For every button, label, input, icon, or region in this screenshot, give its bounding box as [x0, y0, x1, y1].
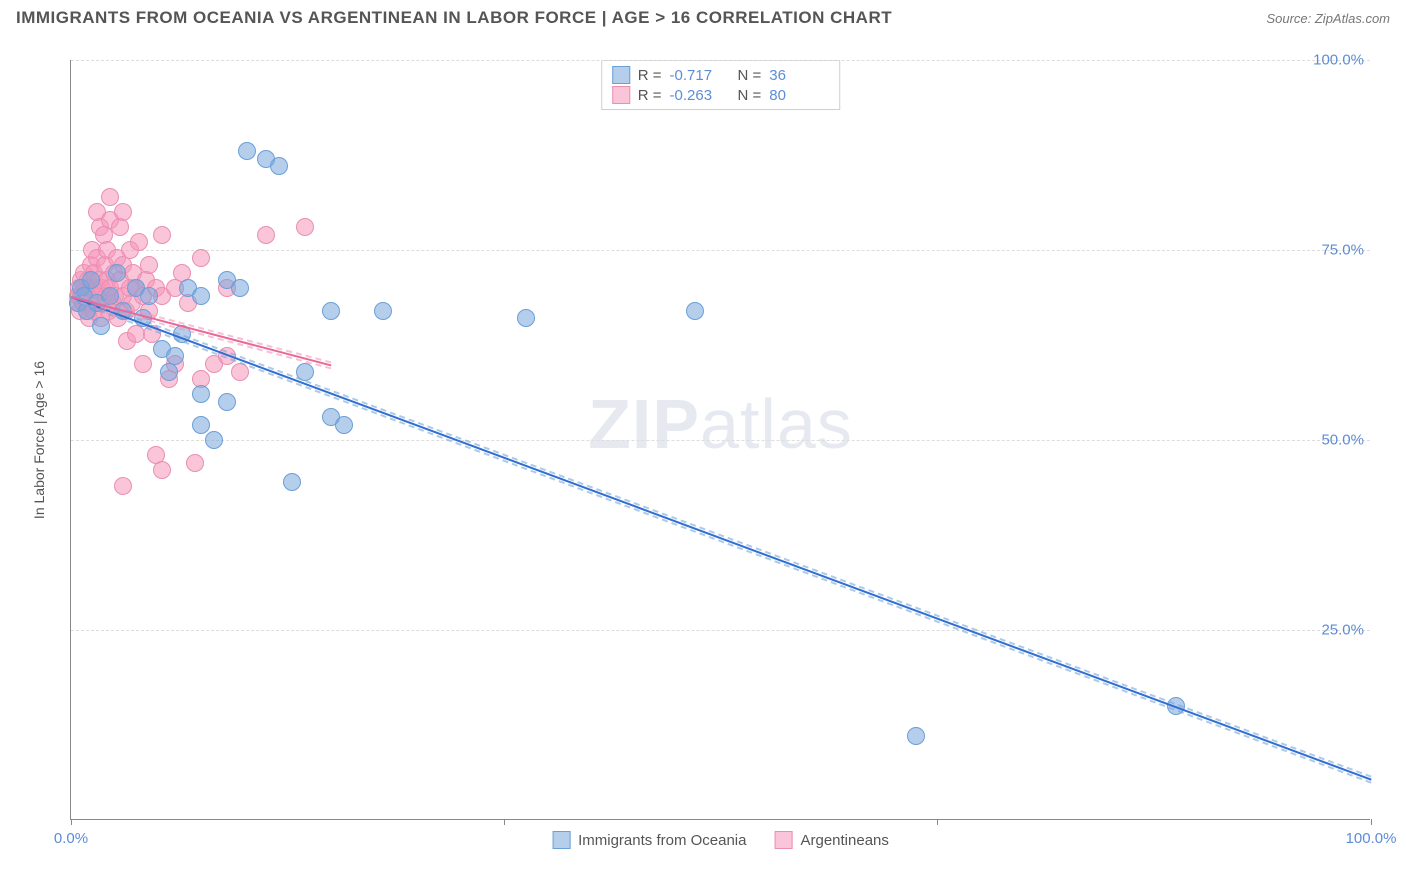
y-tick-label: 75.0% [1321, 242, 1364, 259]
x-tick-mark [71, 819, 72, 825]
legend-item-1: Argentineans [774, 831, 888, 849]
data-point [192, 416, 210, 434]
data-point [111, 218, 129, 236]
gridline [71, 250, 1370, 251]
data-point [192, 287, 210, 305]
data-point [114, 477, 132, 495]
data-point [192, 385, 210, 403]
stats-row-1: R = -0.263 N = 80 [612, 85, 830, 105]
data-point [231, 279, 249, 297]
regression-line [71, 296, 1372, 780]
data-point [205, 431, 223, 449]
data-point [101, 188, 119, 206]
legend-label: Immigrants from Oceania [578, 832, 746, 849]
data-point [283, 473, 301, 491]
watermark: ZIPatlas [588, 384, 853, 464]
y-axis-label: In Labor Force | Age > 16 [31, 360, 47, 518]
swatch-icon [552, 831, 570, 849]
data-point [686, 302, 704, 320]
data-point [153, 461, 171, 479]
y-tick-label: 50.0% [1321, 432, 1364, 449]
swatch-icon [612, 66, 630, 84]
x-tick-label: 0.0% [54, 830, 88, 847]
data-point [322, 302, 340, 320]
data-point [186, 454, 204, 472]
data-point [218, 393, 236, 411]
gridline [71, 440, 1370, 441]
bottom-legend: Immigrants from Oceania Argentineans [552, 831, 889, 849]
data-point [82, 271, 100, 289]
header: IMMIGRANTS FROM OCEANIA VS ARGENTINEAN I… [0, 0, 1406, 28]
regression-outline [71, 299, 1372, 783]
x-tick-mark [937, 819, 938, 825]
data-point [374, 302, 392, 320]
gridline [71, 60, 1370, 61]
watermark-bold: ZIP [588, 385, 700, 463]
swatch-icon [612, 86, 630, 104]
stat-r-value: -0.717 [670, 67, 730, 84]
stats-row-0: R = -0.717 N = 36 [612, 65, 830, 85]
data-point [192, 249, 210, 267]
y-tick-label: 100.0% [1313, 52, 1364, 69]
data-point [257, 226, 275, 244]
data-point [134, 355, 152, 373]
legend-item-0: Immigrants from Oceania [552, 831, 746, 849]
data-point [335, 416, 353, 434]
data-point [153, 226, 171, 244]
y-tick-label: 25.0% [1321, 622, 1364, 639]
data-point [108, 264, 126, 282]
data-point [140, 256, 158, 274]
data-point [907, 727, 925, 745]
regression-outline [71, 293, 1372, 777]
legend-label: Argentineans [800, 832, 888, 849]
stat-label: N = [738, 87, 762, 104]
source-label: Source: ZipAtlas.com [1266, 11, 1390, 26]
gridline [71, 630, 1370, 631]
data-point [166, 347, 184, 365]
chart-container: In Labor Force | Age > 16 ZIPatlas R = -… [50, 40, 1390, 840]
data-point [130, 233, 148, 251]
data-point [238, 142, 256, 160]
regression-outline [71, 299, 332, 369]
stat-n-value: 80 [769, 87, 829, 104]
x-tick-mark [1371, 819, 1372, 825]
data-point [517, 309, 535, 327]
watermark-light: atlas [700, 385, 853, 463]
regression-line [71, 296, 332, 366]
stats-legend: R = -0.717 N = 36 R = -0.263 N = 80 [601, 60, 841, 110]
data-point [296, 218, 314, 236]
plot-area: In Labor Force | Age > 16 ZIPatlas R = -… [70, 60, 1370, 820]
stat-label: N = [738, 67, 762, 84]
stat-r-value: -0.263 [670, 87, 730, 104]
stat-n-value: 36 [769, 67, 829, 84]
swatch-icon [774, 831, 792, 849]
data-point [114, 203, 132, 221]
x-tick-label: 100.0% [1346, 830, 1397, 847]
stat-label: R = [638, 67, 662, 84]
chart-title: IMMIGRANTS FROM OCEANIA VS ARGENTINEAN I… [16, 8, 892, 28]
data-point [270, 157, 288, 175]
stat-label: R = [638, 87, 662, 104]
data-point [140, 287, 158, 305]
x-tick-mark [504, 819, 505, 825]
data-point [92, 317, 110, 335]
